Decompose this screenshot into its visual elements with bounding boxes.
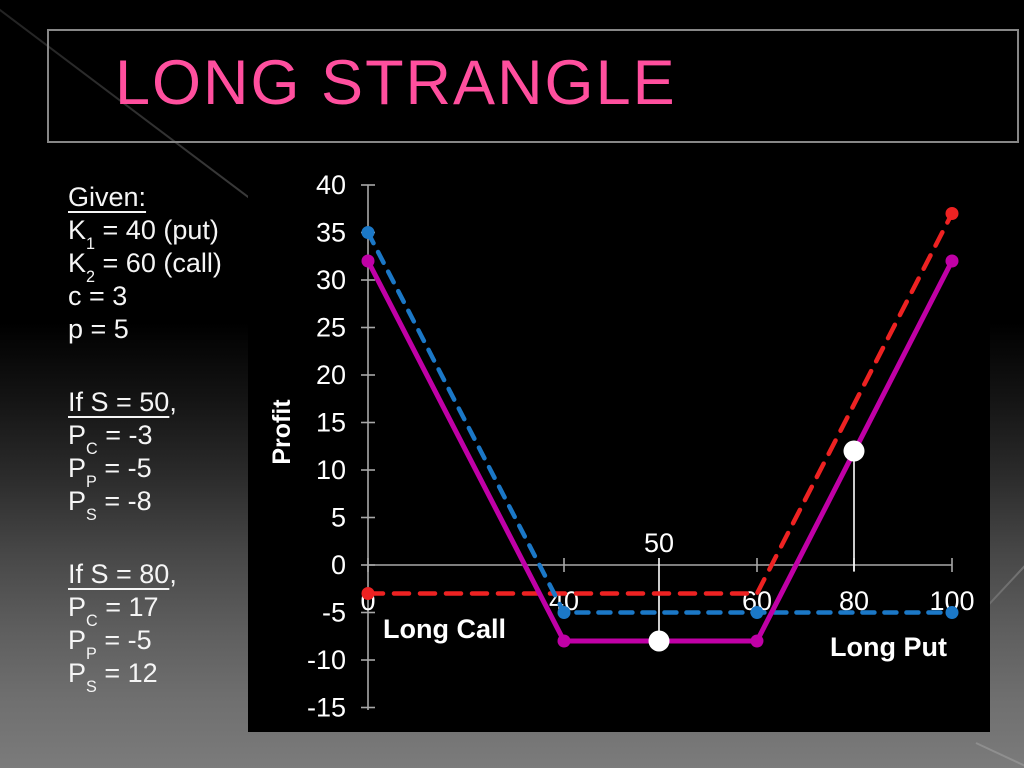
y-tick-label: 15 [316, 408, 346, 438]
y-tick-label: -10 [307, 645, 346, 675]
equation-line: PP = -5 [68, 625, 152, 663]
equation-line: K2 = 60 (call) [68, 248, 222, 286]
series-marker-long-call [361, 587, 375, 600]
y-tick-label: -5 [322, 598, 346, 628]
diagonal-accent-line-bottom-right-2 [975, 742, 1024, 768]
highlight-point [648, 630, 670, 652]
y-tick-label: 20 [316, 360, 346, 390]
label-put: Long Put [830, 632, 947, 662]
equation-line: K1 = 40 (put) [68, 215, 219, 253]
series-line-long-call [365, 211, 955, 596]
series-marker-long-put [945, 606, 959, 619]
s-50-block: If S = 50, PC = -3 PP = -5 PS = -8 [68, 386, 222, 524]
series-marker-long-put [750, 606, 764, 619]
series-marker-long-strangle [750, 634, 764, 648]
y-tick-label: 35 [316, 218, 346, 248]
y-tick-label: 5 [331, 503, 346, 533]
series-marker-long-call [945, 207, 959, 220]
equation-line: PC = -3 [68, 420, 153, 458]
label-call: Long Call [383, 614, 506, 644]
y-tick-label: 10 [316, 455, 346, 485]
chart-panel: 40 35 30 25 20 15 10 5 0 -5 -10 -15 0 40 60 80 100 Profit… [248, 150, 990, 732]
y-tick-label: 0 [331, 550, 346, 580]
series-marker-long-strangle [361, 254, 375, 268]
title-box: LONG STRANGLE [47, 29, 1019, 143]
y-tick-label: 40 [316, 170, 346, 200]
s-80-block: If S = 80, PC = 17 PP = -5 PS = 12 [68, 558, 222, 696]
series-marker-long-put [557, 606, 571, 619]
series-marker-long-strangle [945, 254, 959, 268]
equation-line: PS = 12 [68, 658, 158, 696]
equation-line: PS = -8 [68, 486, 152, 524]
equation-line: p = 5 [68, 314, 129, 344]
series-marker-long-put [361, 226, 375, 239]
series-marker-long-strangle [557, 634, 571, 648]
y-axis-title: Profit [268, 399, 296, 465]
highlight-label: 50 [644, 528, 674, 558]
equation-line: PP = -5 [68, 453, 152, 491]
s-50-block-heading: If S = 50, [68, 387, 177, 417]
y-tick-label: 25 [316, 313, 346, 343]
equation-line: PC = 17 [68, 592, 159, 630]
slide-title: LONG STRANGLE [115, 48, 677, 119]
y-tick-label: -15 [307, 693, 346, 723]
given-block-heading: Given: [68, 182, 147, 212]
equation-line: c = 3 [68, 281, 128, 311]
s-80-block-heading: If S = 80, [68, 559, 177, 589]
y-tick-label: 30 [316, 265, 346, 295]
highlight-point [843, 440, 865, 462]
